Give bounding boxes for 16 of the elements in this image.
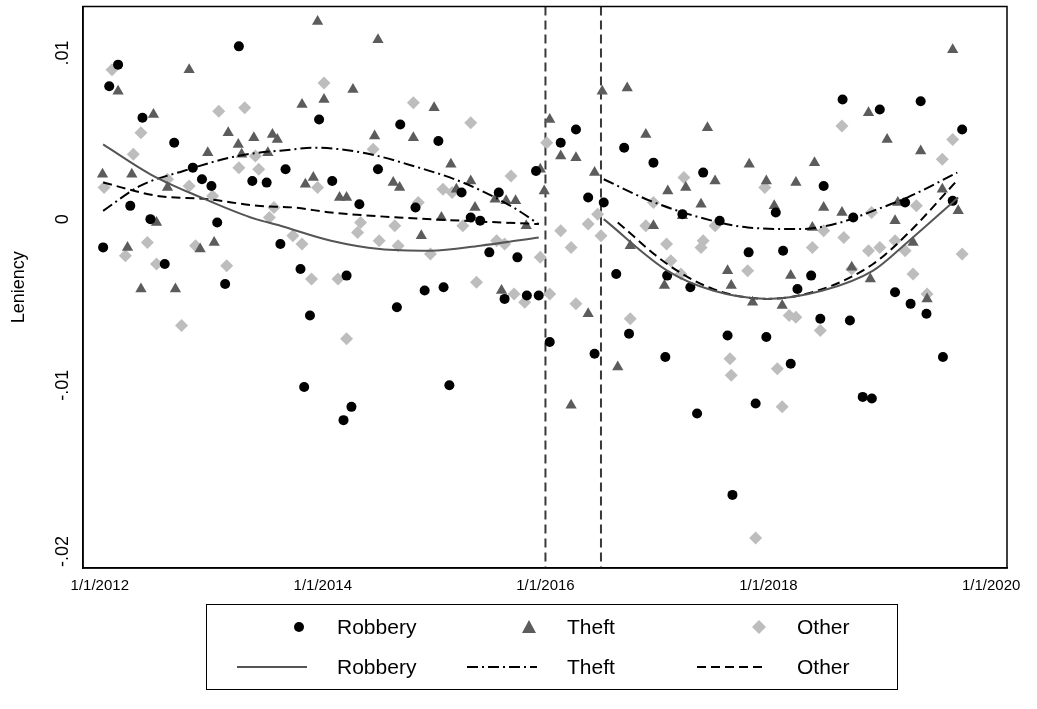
x-tick-label: 1/1/2018 [739, 576, 798, 594]
x-tick-label: 1/1/2020 [961, 576, 1021, 594]
y-tick-label: 0 [51, 214, 72, 225]
x-tick-label: 1/1/2012 [70, 576, 129, 594]
y-tick-label: -.01 [51, 369, 72, 401]
y-tick-label: -.02 [51, 535, 72, 567]
y-tick-label: .01 [51, 40, 72, 66]
legend-label: Other [796, 615, 851, 639]
x-tick-label: 1/1/2014 [293, 576, 352, 594]
legend-label: Robbery [336, 655, 418, 679]
legend-label: Robbery [336, 615, 418, 639]
legend-label: Theft [566, 655, 616, 679]
legend-label: Other [796, 655, 851, 679]
x-tick-label: 1/1/2016 [516, 576, 575, 594]
legend-label: Theft [566, 615, 616, 639]
y-axis-title: Leniency [7, 251, 28, 324]
